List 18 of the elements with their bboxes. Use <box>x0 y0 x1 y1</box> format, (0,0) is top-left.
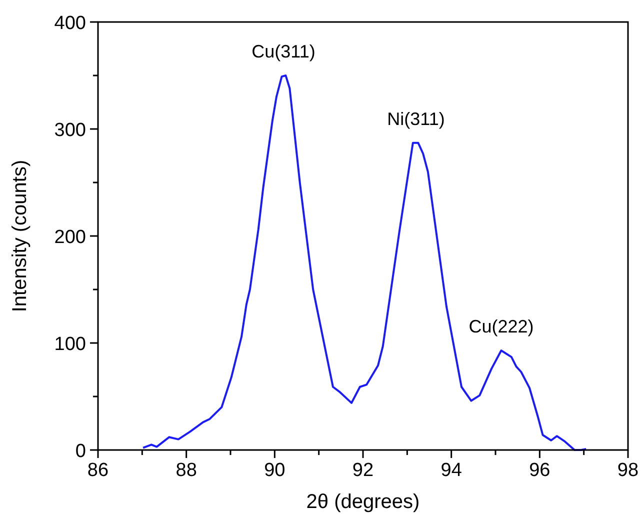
annotation: Cu(222) <box>468 316 534 336</box>
y-axis-title: Intensity (counts) <box>9 160 31 312</box>
x-tick-label: 90 <box>264 460 286 481</box>
x-tick-label: 98 <box>617 460 639 481</box>
annotation: Cu(311) <box>252 42 316 62</box>
y-tick-label: 300 <box>54 120 86 141</box>
x-tick-label: 96 <box>529 460 550 481</box>
x-tick-label: 94 <box>440 460 462 481</box>
y-tick-label: 200 <box>54 227 86 248</box>
x-tick-label: 88 <box>176 460 197 481</box>
y-tick-label: 400 <box>54 13 86 34</box>
x-tick-label: 92 <box>352 460 374 481</box>
x-axis-title: 2θ (degrees) <box>306 491 420 513</box>
y-tick-label: 0 <box>75 441 86 462</box>
x-tick-label: 86 <box>87 460 109 481</box>
y-tick-label: 100 <box>54 334 86 355</box>
annotation: Ni(311) <box>387 108 445 129</box>
line-series <box>142 74 588 451</box>
